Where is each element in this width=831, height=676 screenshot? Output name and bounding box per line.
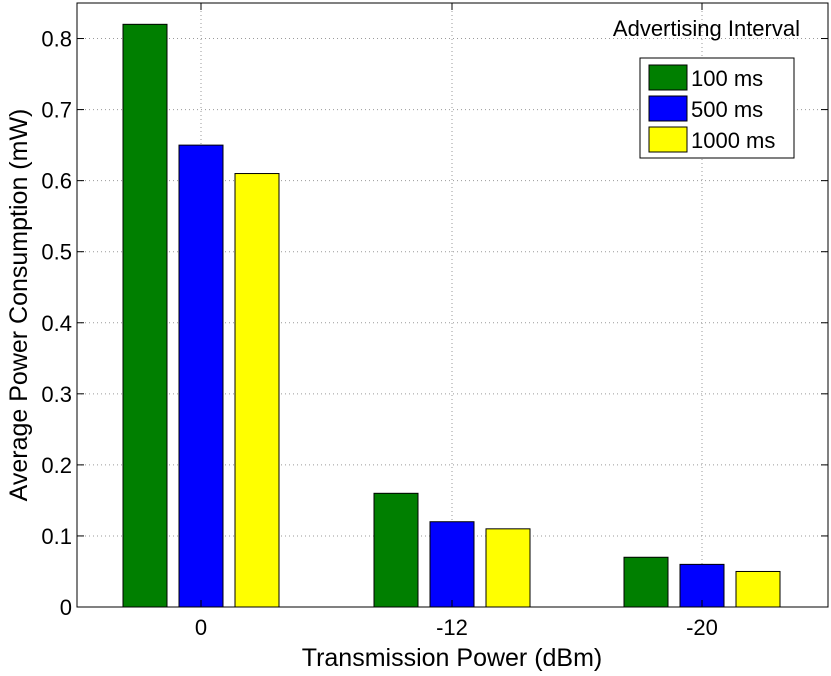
y-tick-label: 0 <box>60 595 72 620</box>
bars <box>122 23 781 608</box>
x-axis-label: Transmission Power (dBm) <box>302 644 603 672</box>
y-tick-label: 0.1 <box>41 524 72 549</box>
bar <box>679 563 725 608</box>
y-tick-label: 0.7 <box>41 98 72 123</box>
x-tick-label: -20 <box>686 615 718 640</box>
bar <box>122 23 168 608</box>
bar <box>485 528 531 608</box>
bar <box>735 570 781 608</box>
y-tick-label: 0.5 <box>41 240 72 265</box>
bar <box>623 556 669 608</box>
legend-swatch <box>648 126 688 153</box>
y-tick-label: 0.8 <box>41 27 72 52</box>
legend-title: Advertising Interval <box>613 16 800 41</box>
x-axis-ticks: 0 -12 -20 <box>195 3 718 640</box>
y-axis-label: Average Power Consumption (mW) <box>5 109 33 502</box>
legend-label: 100 ms <box>691 66 763 91</box>
y-tick-label: 0.6 <box>41 169 72 194</box>
x-tick-label: 0 <box>195 615 207 640</box>
legend-label: 1000 ms <box>691 128 775 153</box>
y-tick-label: 0.3 <box>41 382 72 407</box>
bar <box>234 173 280 608</box>
x-tick-label: -12 <box>436 615 468 640</box>
bar <box>429 521 475 608</box>
bar <box>178 144 224 608</box>
legend-label: 500 ms <box>691 97 763 122</box>
y-tick-label: 0.2 <box>41 453 72 478</box>
y-axis-ticks: 0 0.1 0.2 0.3 0.4 0.5 0.6 0.7 0.8 <box>41 27 828 620</box>
legend-swatch <box>648 95 688 122</box>
bar <box>373 492 419 608</box>
y-tick-label: 0.4 <box>41 311 72 336</box>
legend: 100 ms 500 ms 1000 ms <box>639 57 795 159</box>
legend-swatch <box>648 64 688 91</box>
